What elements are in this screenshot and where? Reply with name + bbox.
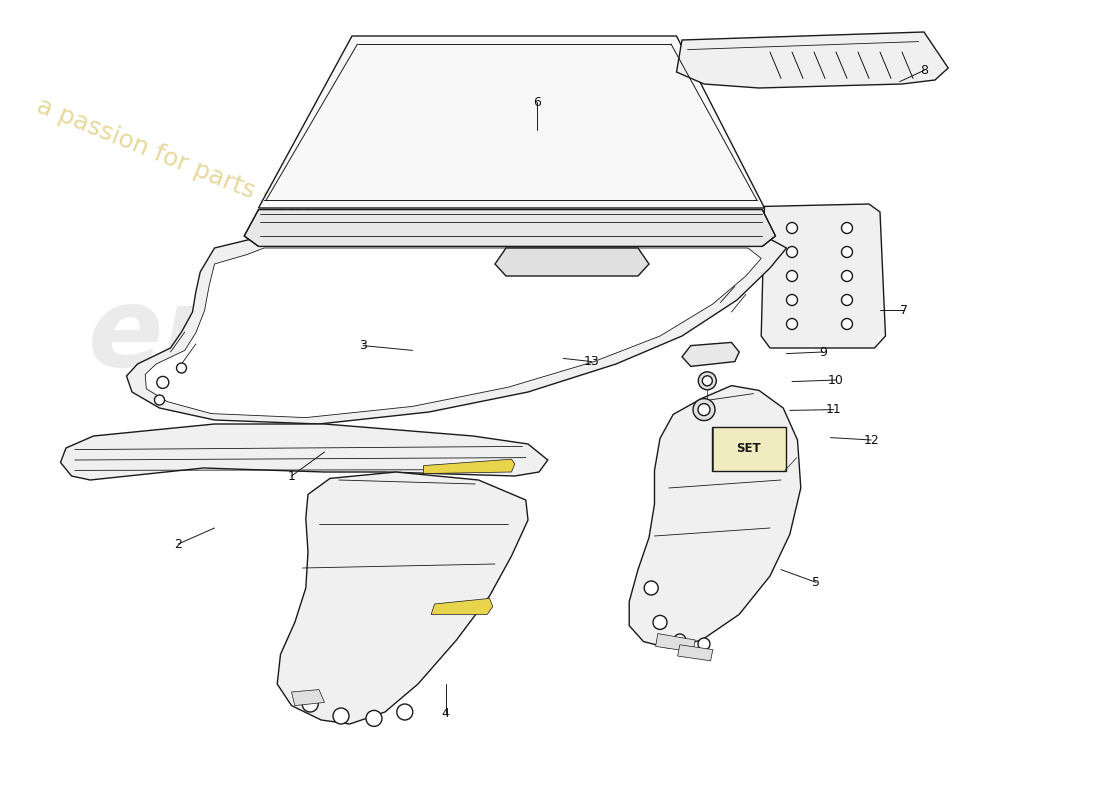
Circle shape	[786, 246, 798, 258]
Circle shape	[698, 638, 710, 650]
Circle shape	[842, 270, 852, 282]
Circle shape	[786, 294, 798, 306]
Circle shape	[176, 363, 187, 373]
Text: 1: 1	[287, 470, 296, 482]
Circle shape	[693, 398, 715, 421]
Text: 8: 8	[920, 64, 928, 77]
Polygon shape	[629, 386, 801, 648]
Polygon shape	[145, 248, 761, 418]
Text: 11: 11	[826, 403, 842, 416]
Circle shape	[698, 372, 716, 390]
Text: euros: euros	[88, 282, 440, 390]
Circle shape	[842, 294, 852, 306]
Circle shape	[154, 395, 165, 405]
Text: 4: 4	[441, 707, 450, 720]
Polygon shape	[495, 248, 649, 276]
Text: SET: SET	[737, 442, 761, 455]
Polygon shape	[761, 204, 886, 348]
Text: 12: 12	[864, 434, 879, 446]
Polygon shape	[676, 32, 948, 88]
Circle shape	[157, 376, 168, 388]
Text: 5: 5	[812, 576, 821, 589]
Polygon shape	[244, 210, 776, 246]
Polygon shape	[424, 459, 515, 474]
Circle shape	[842, 246, 852, 258]
Circle shape	[333, 708, 349, 724]
Circle shape	[302, 696, 318, 712]
Circle shape	[786, 270, 798, 282]
Text: 3: 3	[359, 339, 367, 352]
Text: 9: 9	[818, 346, 827, 358]
Text: 13: 13	[584, 355, 600, 368]
Circle shape	[702, 376, 713, 386]
Circle shape	[698, 403, 710, 416]
Polygon shape	[277, 472, 528, 724]
Circle shape	[653, 615, 667, 630]
Circle shape	[842, 222, 852, 234]
Text: 7: 7	[900, 304, 909, 317]
Polygon shape	[678, 645, 713, 661]
Circle shape	[842, 318, 852, 330]
Polygon shape	[292, 690, 324, 706]
Text: 2: 2	[174, 538, 183, 550]
Text: a passion for parts since 1985: a passion for parts since 1985	[33, 94, 393, 258]
Polygon shape	[682, 342, 739, 366]
Polygon shape	[258, 36, 764, 208]
Text: 6: 6	[532, 96, 541, 109]
Polygon shape	[60, 424, 548, 480]
Circle shape	[366, 710, 382, 726]
Circle shape	[397, 704, 412, 720]
Circle shape	[786, 222, 798, 234]
Text: 10: 10	[828, 374, 844, 386]
Circle shape	[674, 634, 685, 646]
Polygon shape	[126, 236, 786, 424]
Polygon shape	[431, 598, 493, 614]
Circle shape	[786, 318, 798, 330]
FancyBboxPatch shape	[712, 427, 785, 471]
Circle shape	[645, 581, 658, 595]
Polygon shape	[656, 634, 695, 652]
